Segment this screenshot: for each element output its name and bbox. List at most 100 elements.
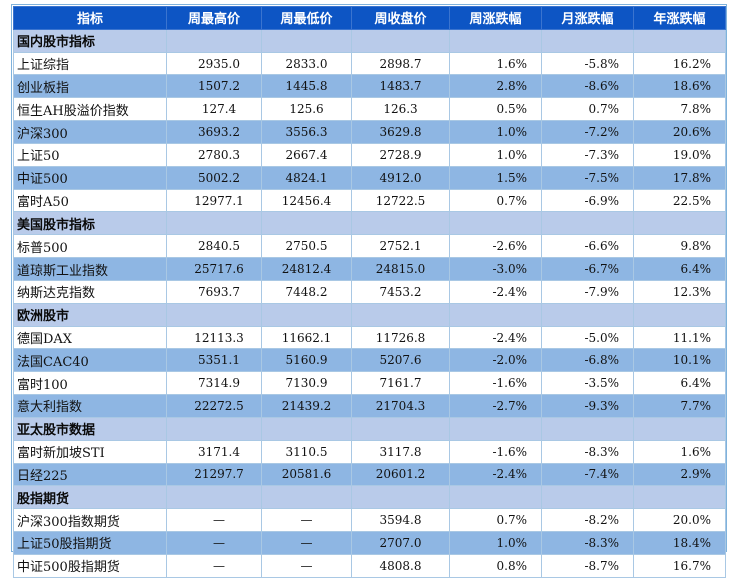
section-empty-cell — [541, 28, 634, 53]
weekly-change-cell: 1.0% — [449, 120, 542, 144]
column-header-weekly-high: 周最高价 — [166, 6, 262, 30]
yearly-change-cell: 1.6% — [633, 439, 726, 464]
weekly-close-cell: 4912.0 — [351, 165, 450, 190]
index-name-cell: 中证500股指期货 — [13, 553, 167, 578]
section-empty-cell — [166, 28, 262, 53]
weekly-low-cell: 2667.4 — [261, 142, 352, 167]
weekly-change-cell: 1.0% — [449, 531, 542, 555]
yearly-change-cell: 20.6% — [633, 120, 726, 144]
weekly-high-cell: 3693.2 — [166, 120, 262, 144]
index-name-cell: 标普500 — [13, 234, 167, 259]
section-header-row: 欧洲股市 — [13, 302, 726, 327]
index-name-cell: 意大利指数 — [13, 394, 167, 418]
weekly-low-cell: 11662.1 — [261, 325, 352, 350]
column-header-yearly-change: 年涨跌幅 — [633, 6, 726, 30]
weekly-low-cell: — — [261, 531, 352, 555]
weekly-close-cell: 12722.5 — [351, 188, 450, 213]
weekly-low-cell: 20581.6 — [261, 462, 352, 487]
monthly-change-cell: -8.2% — [541, 508, 634, 533]
weekly-high-cell: 1507.2 — [166, 74, 262, 99]
yearly-change-cell: 20.0% — [633, 508, 726, 533]
weekly-low-cell: 7448.2 — [261, 279, 352, 304]
table-row: 上证50 2780.3 2667.4 2728.9 1.0% -7.3% 19.0% — [13, 142, 726, 167]
weekly-low-cell: 1445.8 — [261, 74, 352, 99]
section-header-row: 股指期货 — [13, 485, 726, 510]
weekly-close-cell: 11726.8 — [351, 325, 450, 350]
table-row: 上证综指 2935.0 2833.0 2898.7 1.6% -5.8% 16.2% — [13, 51, 726, 76]
yearly-change-cell: 12.3% — [633, 279, 726, 304]
weekly-change-cell: -2.0% — [449, 348, 542, 373]
table-row: 创业板指 1507.2 1445.8 1483.7 2.8% -8.6% 18.6% — [13, 74, 726, 99]
index-name-cell: 创业板指 — [13, 74, 167, 99]
table-row: 中证500 5002.2 4824.1 4912.0 1.5% -7.5% 17.8% — [13, 165, 726, 190]
weekly-close-cell: 20601.2 — [351, 462, 450, 487]
yearly-change-cell: 17.8% — [633, 165, 726, 190]
monthly-change-cell: -7.5% — [541, 165, 634, 190]
weekly-low-cell: — — [261, 508, 352, 533]
yearly-change-cell: 16.2% — [633, 51, 726, 76]
section-empty-cell — [449, 416, 542, 441]
weekly-close-cell: 126.3 — [351, 97, 450, 122]
section-empty-cell — [351, 485, 450, 510]
weekly-close-cell: 2728.9 — [351, 142, 450, 167]
section-empty-cell — [261, 485, 352, 510]
section-empty-cell — [166, 211, 262, 236]
weekly-high-cell: 127.4 — [166, 97, 262, 122]
index-name-cell: 富时100 — [13, 371, 167, 396]
weekly-close-cell: 4808.8 — [351, 553, 450, 578]
monthly-change-cell: -3.5% — [541, 371, 634, 396]
weekly-high-cell: 2780.3 — [166, 142, 262, 167]
table-row: 沪深300指数期货 — —3594.8 0.7% -8.2% 20.0% — [13, 508, 726, 533]
index-name-cell: 日经225 — [13, 462, 167, 487]
section-empty-cell — [166, 416, 262, 441]
weekly-close-cell: 3629.8 — [351, 120, 450, 144]
section-empty-cell — [541, 485, 634, 510]
weekly-close-cell: 2898.7 — [351, 51, 450, 76]
section-title: 美国股市指标 — [13, 211, 167, 236]
section-empty-cell — [633, 28, 726, 53]
yearly-change-cell: 9.8% — [633, 234, 726, 259]
weekly-low-cell: 2833.0 — [261, 51, 352, 76]
index-name-cell: 中证500 — [13, 165, 167, 190]
weekly-change-cell: -2.6% — [449, 234, 542, 259]
table-row: 中证500股指期货 — —4808.8 0.8% -8.7% 16.7% — [13, 553, 726, 578]
weekly-low-cell: — — [261, 553, 352, 578]
weekly-high-cell: 2840.5 — [166, 234, 262, 259]
weekly-high-cell: — — [166, 508, 262, 533]
weekly-close-cell: 5207.6 — [351, 348, 450, 373]
section-empty-cell — [449, 302, 542, 327]
index-name-cell: 沪深300指数期货 — [13, 508, 167, 533]
yearly-change-cell: 2.9% — [633, 462, 726, 487]
table-body: 国内股市指标 上证综指 2935.0 2833.0 2898.7 1.6% -5.8% 16.… — [13, 28, 726, 578]
weekly-high-cell: 25717.6 — [166, 257, 262, 281]
table-row: 标普500 2840.5 2750.5 2752.1 -2.6% -6.6% 9.8% — [13, 234, 726, 259]
weekly-high-cell: — — [166, 553, 262, 578]
weekly-low-cell: 24812.4 — [261, 257, 352, 281]
weekly-close-cell: 2707.0 — [351, 531, 450, 555]
section-title: 国内股市指标 — [13, 28, 167, 53]
column-header-weekly-change: 周涨跌幅 — [449, 6, 542, 30]
index-name-cell: 上证50股指期货 — [13, 531, 167, 555]
section-empty-cell — [633, 416, 726, 441]
weekly-high-cell: 22272.5 — [166, 394, 262, 418]
monthly-change-cell: -6.9% — [541, 188, 634, 213]
column-header-weekly-low: 周最低价 — [261, 6, 352, 30]
weekly-change-cell: -1.6% — [449, 371, 542, 396]
section-header-row: 亚太股市数据 — [13, 416, 726, 441]
section-empty-cell — [449, 211, 542, 236]
weekly-close-cell: 3594.8 — [351, 508, 450, 533]
section-header-row: 美国股市指标 — [13, 211, 726, 236]
weekly-change-cell: -2.7% — [449, 394, 542, 418]
section-title: 股指期货 — [13, 485, 167, 510]
weekly-high-cell: 7314.9 — [166, 371, 262, 396]
section-empty-cell — [261, 28, 352, 53]
monthly-change-cell: -6.6% — [541, 234, 634, 259]
section-empty-cell — [261, 302, 352, 327]
section-empty-cell — [351, 416, 450, 441]
weekly-high-cell: 7693.7 — [166, 279, 262, 304]
weekly-close-cell: 21704.3 — [351, 394, 450, 418]
table-row: 纳斯达克指数 7693.7 7448.2 7453.2 -2.4% -7.9% 12.3% — [13, 279, 726, 304]
section-title: 亚太股市数据 — [13, 416, 167, 441]
yearly-change-cell: 7.8% — [633, 97, 726, 122]
monthly-change-cell: -7.9% — [541, 279, 634, 304]
